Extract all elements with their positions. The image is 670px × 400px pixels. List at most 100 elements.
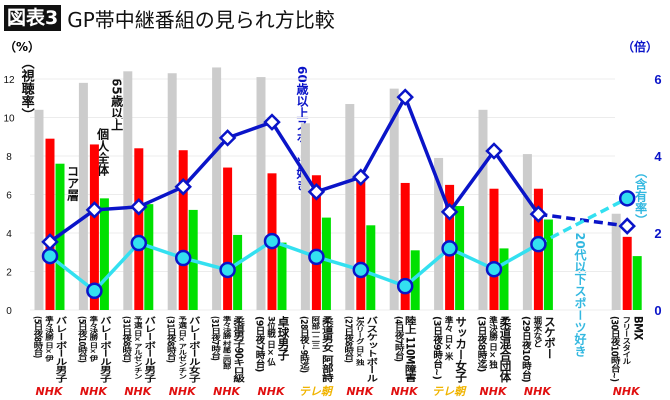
category-label: バレーボール男子 予選 日×アルゼンチン (31日夜8時台) [119,316,158,382]
category-date: (31日夜7時台) [209,316,221,361]
circle-marker [174,249,192,267]
diamond-marker [618,217,636,235]
left-tick-label: 4 [6,229,12,240]
line-series-dashed [537,196,629,246]
bar-0 [522,154,532,310]
bar-2 [499,248,509,310]
bar-0 [389,88,399,310]
category-date: (31日夜8時台) [164,316,176,363]
bar-1 [45,138,55,310]
right-axis-label: （含有率） [633,166,648,226]
category-date: (31日夜8時台) [120,316,132,363]
category-label: 卓球男子 3位戦 日×仏 (9日夜7時台) [253,316,291,372]
category-date: (3日夜9時台~) [431,316,443,380]
circle-marker [219,261,236,279]
circle-marker [618,190,636,207]
left-tick-label: 12 [3,75,15,86]
category-date: (30日夜10時台~) [608,316,620,382]
bar-2 [99,198,109,310]
bar-0 [434,157,444,310]
category-sub: 準々決勝 日×伊 [87,316,98,361]
category-name: BMX [631,316,646,340]
circle-marker [396,277,414,295]
bar-0 [34,109,44,310]
bar-0 [345,104,355,311]
chart-title: 図表3 GP帯中継番組の見られ方比較 [4,4,335,32]
left-tick-label: 2 [6,268,12,279]
bar-1 [223,167,233,310]
bar-0 [611,213,621,310]
network-label: テレ朝 [298,385,332,398]
network-label: NHK [612,385,640,398]
category-sub: 1次リーグ 日×独 [354,316,365,366]
category-name: 柔道男女 阿部詩 [320,316,335,382]
bar-2 [410,250,420,310]
category-sub: 準々 日×米 [443,316,454,360]
category-name: スケボー [542,316,557,359]
bar-2 [366,225,376,310]
bar-0 [478,109,488,310]
category-date: (9日夜7時台) [253,316,265,372]
bar-0 [123,71,133,310]
network-label: NHK [79,385,107,398]
network-label: NHK [346,385,374,398]
category-sub: 阿部一二三 [309,316,320,349]
bar-2 [455,206,465,310]
bar-0 [212,67,222,310]
right-axis-unit: （倍） [622,40,659,54]
line-series [48,239,540,294]
category-sub: 準決勝 日×独 [487,316,498,368]
bar-1 [178,150,188,310]
category-name: バレーボール女子 [187,316,202,382]
category-date: (5日夜8時台) [31,316,43,358]
title-text: GP帯中継番組の見られ方比較 [67,7,335,32]
left-axis-unit: （%） [4,40,41,54]
bar-1 [89,144,99,310]
category-label: バレーボール女子 予選 日×アルゼンチン (31日夜8時台) [164,316,202,382]
bar-2 [55,163,65,310]
bar-0 [256,77,266,310]
diamond-marker [485,142,503,160]
bar-2 [277,242,287,310]
circle-marker [308,248,325,266]
legend-core: コア層 [65,165,80,201]
category-label: 柔道男子90キロ級 準々決勝 村尾三四郎 (31日夜7時台) [208,316,247,383]
category-name: バレーボール男子 [54,316,69,382]
right-tick-label: 4 [654,149,662,164]
circle-marker [86,282,103,299]
network-label: NHK [390,385,418,398]
network-label: NHK [124,385,152,398]
network-label: NHK [479,385,507,398]
category-date: (4日夜7時台) [392,316,404,362]
category-name: バレーボール男子 [98,316,113,382]
category-sub: 予選 日×アルゼンチン [132,316,143,379]
category-label: BMX フリースタイル (30日夜10時台~) [608,316,646,382]
bar-0 [300,123,310,311]
bar-1 [622,236,632,310]
circle-marker [41,247,59,265]
legend-all-individuals: 個人全体 [95,128,110,176]
diamond-marker [218,129,237,147]
category-date: (3日夜8時迄) [475,316,487,372]
network-label: NHK [213,385,241,398]
category-name: 柔道男子90キロ級 [232,316,247,383]
network-label: NHK [257,385,285,398]
diamond-marker [396,88,414,106]
left-tick-label: 10 [3,114,15,125]
category-name: 柔道混合団体 [498,316,513,382]
bar-2 [233,234,243,310]
category-sub: 予選 日×アルゼンチン [176,316,187,379]
category-name: バレーボール男子 [143,316,158,382]
bar-1 [489,188,499,310]
left-tick-label: 0 [6,306,12,317]
right-tick-label: 6 [654,72,661,87]
category-name: バスケットボール [365,316,380,382]
diamond-marker [529,205,548,223]
category-sub: 堀米など [531,316,542,348]
diamond-marker [85,201,104,219]
diamond-marker [307,183,326,201]
circle-marker [485,260,503,278]
category-sub: フリースタイル [620,316,631,365]
category-label: 柔道混合団体 準決勝 日×独 (3日夜8時迄) [475,316,513,382]
